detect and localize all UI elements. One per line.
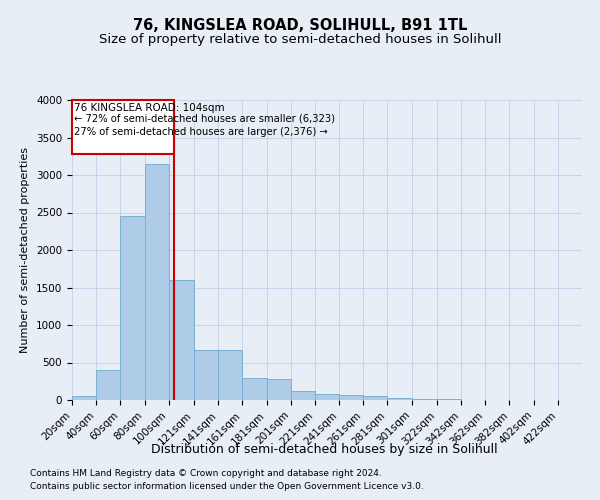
- Text: 27% of semi-detached houses are larger (2,376) →: 27% of semi-detached houses are larger (…: [74, 127, 328, 137]
- Y-axis label: Number of semi-detached properties: Number of semi-detached properties: [20, 147, 31, 353]
- Bar: [169, 280, 194, 400]
- Text: Size of property relative to semi-detached houses in Solihull: Size of property relative to semi-detach…: [99, 32, 501, 46]
- Bar: [145, 164, 169, 400]
- Text: Contains HM Land Registry data © Crown copyright and database right 2024.: Contains HM Land Registry data © Crown c…: [30, 468, 382, 477]
- Text: ← 72% of semi-detached houses are smaller (6,323): ← 72% of semi-detached houses are smalle…: [74, 114, 335, 124]
- Bar: [412, 399, 437, 400]
- Text: Distribution of semi-detached houses by size in Solihull: Distribution of semi-detached houses by …: [151, 442, 497, 456]
- Bar: [363, 396, 388, 400]
- Text: 76, KINGSLEA ROAD, SOLIHULL, B91 1TL: 76, KINGSLEA ROAD, SOLIHULL, B91 1TL: [133, 18, 467, 32]
- Bar: [315, 394, 339, 400]
- Bar: [266, 379, 291, 400]
- FancyBboxPatch shape: [72, 100, 173, 154]
- Bar: [242, 378, 266, 400]
- Bar: [388, 398, 412, 400]
- Text: Contains public sector information licensed under the Open Government Licence v3: Contains public sector information licen…: [30, 482, 424, 491]
- Bar: [96, 370, 121, 400]
- Bar: [218, 350, 242, 400]
- Bar: [72, 396, 96, 400]
- Bar: [194, 350, 218, 400]
- Bar: [291, 391, 315, 400]
- Text: 76 KINGSLEA ROAD: 104sqm: 76 KINGSLEA ROAD: 104sqm: [74, 103, 225, 113]
- Bar: [121, 216, 145, 400]
- Bar: [339, 395, 363, 400]
